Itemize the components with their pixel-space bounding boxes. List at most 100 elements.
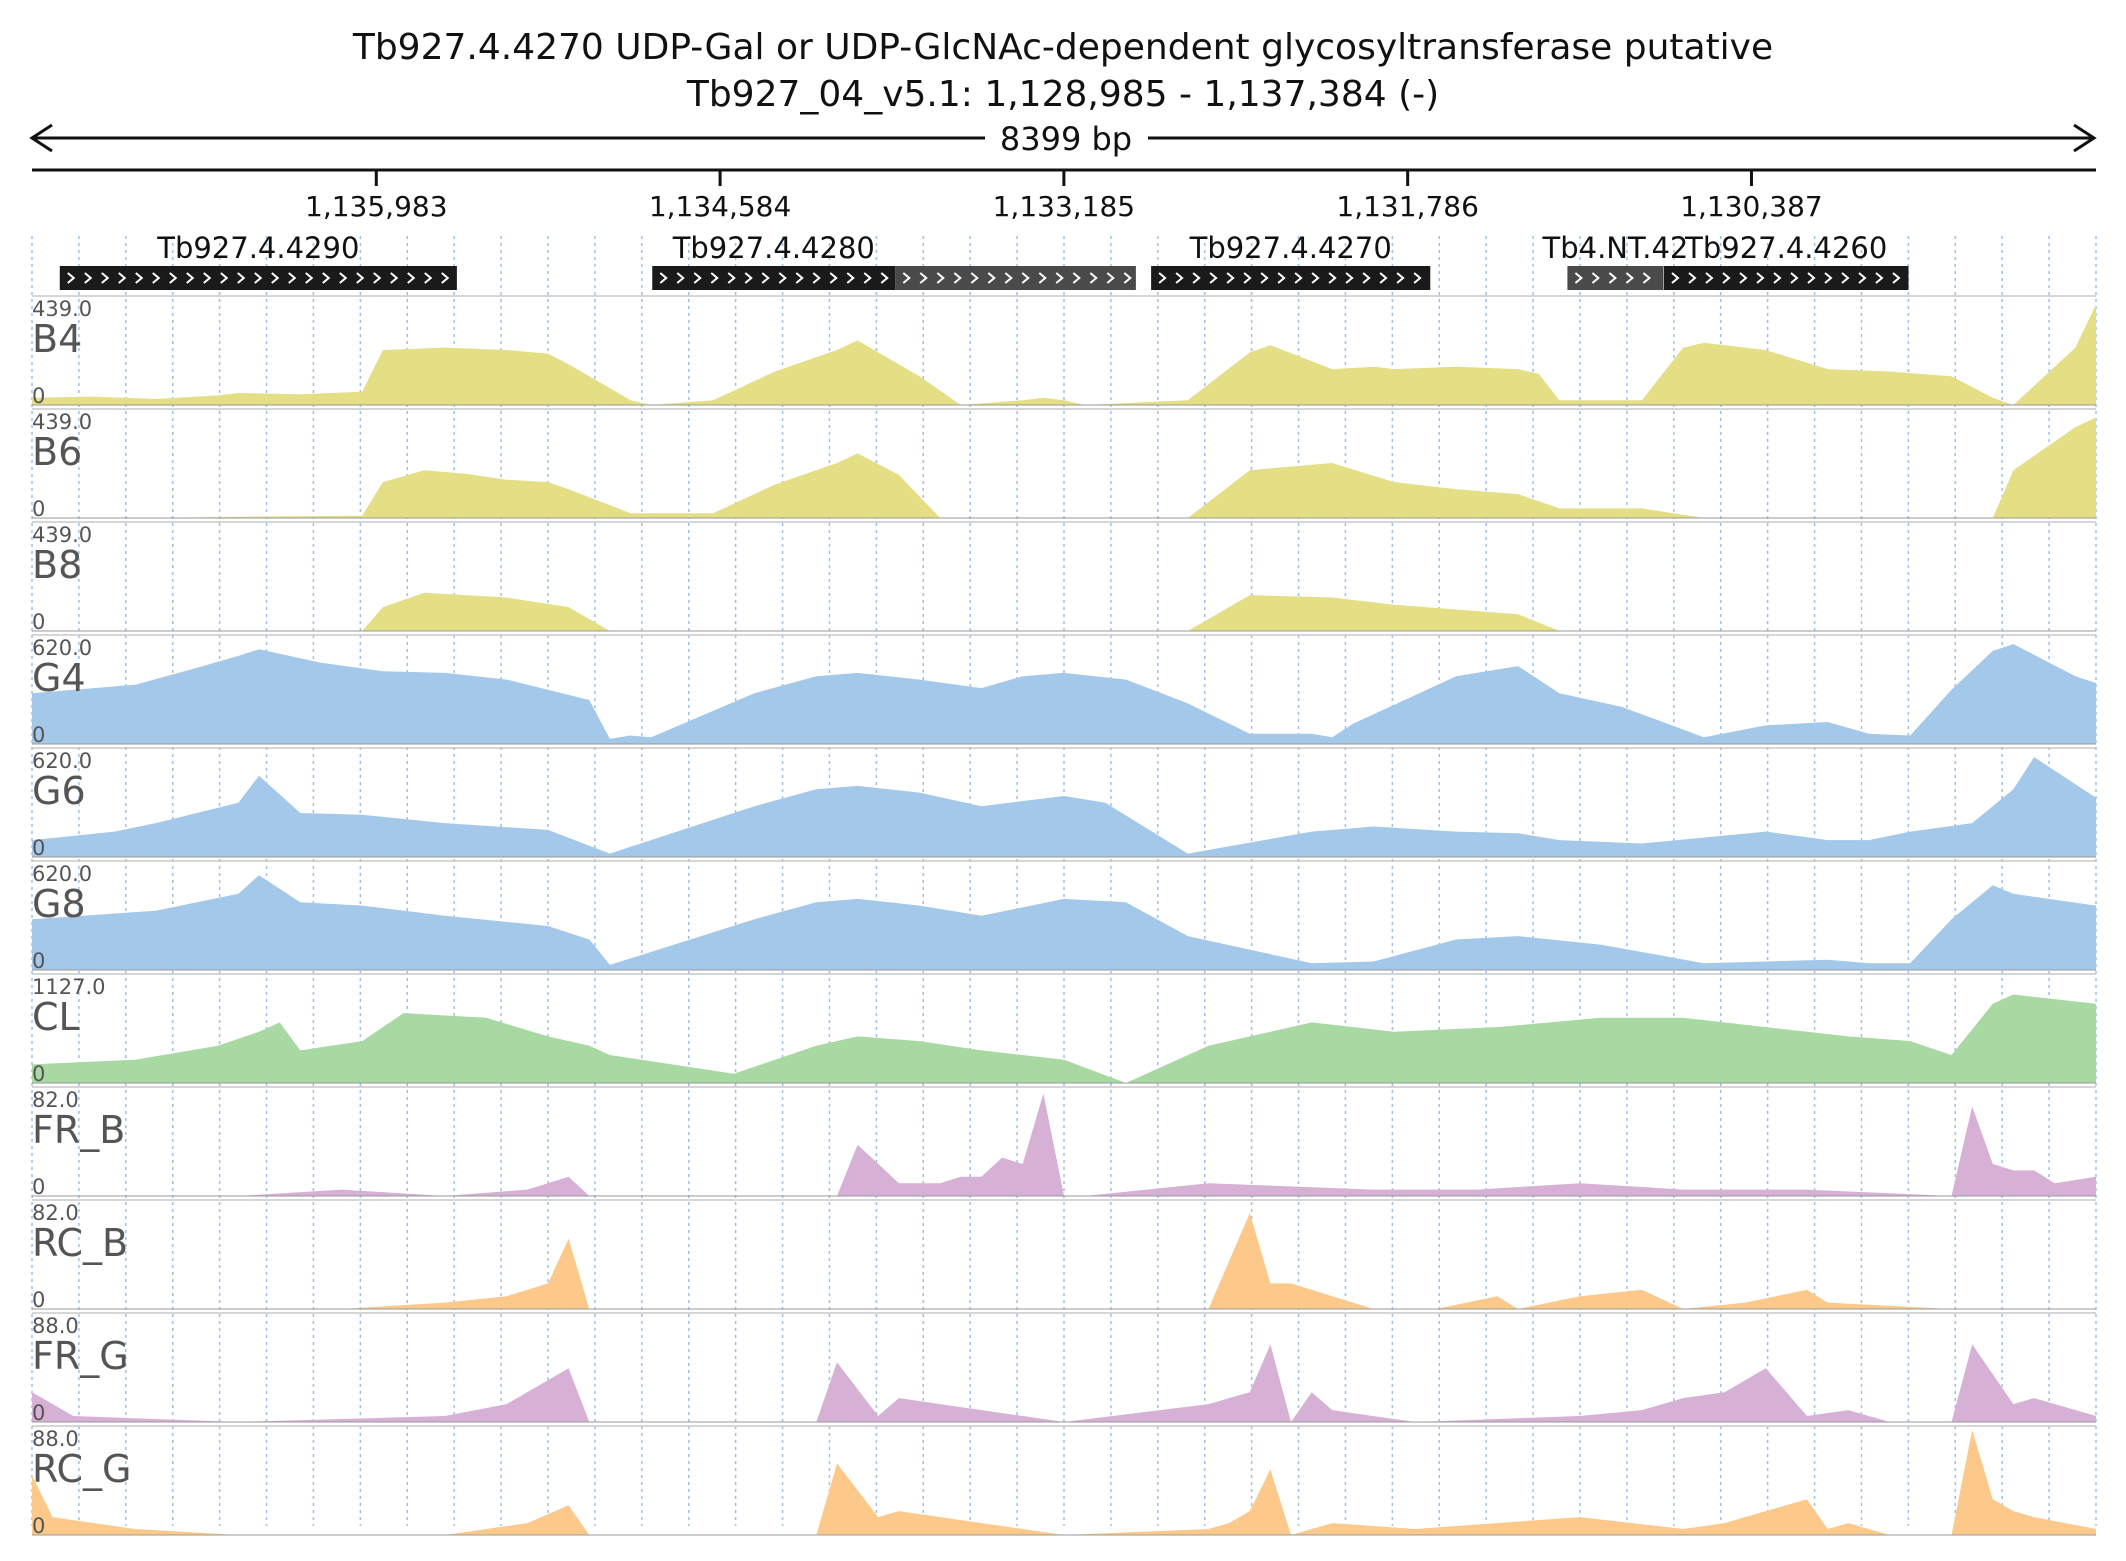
strand-chevron-icon — [424, 272, 433, 284]
strand-chevron-icon — [1226, 272, 1235, 284]
strand-chevron-icon — [101, 272, 110, 284]
gene-label: Tb4.NT.42 — [1542, 231, 1689, 265]
gene-Tb4-NT-42[interactable]: Tb4.NT.42 — [1542, 231, 1689, 290]
axis-tick-label: 1,133,185 — [993, 190, 1136, 223]
track-name-label: G4 — [32, 656, 86, 700]
track-name-label: G8 — [32, 882, 86, 926]
strand-chevron-icon — [237, 272, 246, 284]
track-name-label: RC_B — [32, 1221, 128, 1265]
strand-chevron-icon — [1004, 272, 1013, 284]
track-ymin-label: 0 — [32, 1288, 45, 1312]
track-b4: 439.0B4 0 — [32, 295, 2096, 408]
track-name-label: FR_B — [32, 1108, 125, 1152]
strand-chevron-icon — [1243, 272, 1252, 284]
track-ymax-label: 88.0 — [32, 1314, 79, 1338]
track-ymin-label: 0 — [32, 723, 45, 747]
strand-chevron-icon — [1328, 272, 1337, 284]
gene-bar[interactable] — [895, 266, 1136, 290]
gene-Tb927-4-4280[interactable] — [895, 266, 1136, 290]
strand-chevron-icon — [812, 272, 821, 284]
gene-label: Tb927.4.4260 — [1684, 231, 1887, 265]
track-b6: 439.0B6 0 — [32, 408, 2096, 521]
strand-chevron-icon — [659, 272, 668, 284]
strand-chevron-icon — [339, 272, 348, 284]
strand-chevron-icon — [1158, 272, 1167, 284]
arrow-right-icon — [2073, 123, 2097, 153]
strand-chevron-icon — [322, 272, 331, 284]
strand-chevron-icon — [1175, 272, 1184, 284]
strand-chevron-icon — [67, 272, 76, 284]
strand-chevron-icon — [1072, 272, 1081, 284]
strand-chevron-icon — [863, 272, 872, 284]
gene-bar[interactable] — [652, 266, 896, 290]
strand-chevron-icon — [1824, 272, 1833, 284]
coverage-area — [32, 417, 2096, 518]
strand-chevron-icon — [1739, 272, 1748, 284]
track-ymax-label: 82.0 — [32, 1201, 79, 1225]
track-g4: 620.0G4 0 — [32, 634, 2096, 747]
strand-chevron-icon — [829, 272, 838, 284]
track-ymin-label: 0 — [32, 384, 45, 408]
axis-tick-label: 1,130,387 — [1680, 190, 1823, 223]
track-ymax-label: 1127.0 — [32, 975, 105, 999]
gene-label: Tb927.4.4280 — [672, 231, 875, 265]
strand-chevron-icon — [1688, 272, 1697, 284]
track-ymin-label: 0 — [32, 497, 45, 521]
gene-Tb927-4-4280[interactable]: Tb927.4.4280 — [652, 231, 896, 290]
gene-Tb927-4-4290[interactable]: Tb927.4.4290 — [59, 231, 457, 290]
strand-chevron-icon — [288, 272, 297, 284]
coverage-area — [32, 994, 2096, 1083]
strand-chevron-icon — [676, 272, 685, 284]
strand-chevron-icon — [1608, 272, 1617, 284]
strand-chevron-icon — [1379, 272, 1388, 284]
arrow-left-icon — [29, 123, 53, 153]
track-cl: 1127.0CL 0 — [32, 973, 2096, 1086]
strand-chevron-icon — [1722, 272, 1731, 284]
strand-chevron-icon — [271, 272, 280, 284]
strand-chevron-icon — [1413, 272, 1422, 284]
track-ymax-label: 620.0 — [32, 749, 92, 773]
strand-chevron-icon — [169, 272, 178, 284]
strand-chevron-icon — [1260, 272, 1269, 284]
track-name-label: CL — [32, 995, 80, 1039]
strand-chevron-icon — [761, 272, 770, 284]
track-ymin-label: 0 — [32, 1514, 45, 1538]
strand-chevron-icon — [953, 272, 962, 284]
gene-bar[interactable] — [1151, 266, 1431, 290]
strand-chevron-icon — [1642, 272, 1651, 284]
axis-tick-label: 1,131,786 — [1336, 190, 1479, 223]
track-fr-g: 88.0FR_G 0 — [32, 1312, 2096, 1425]
gene-Tb927-4-4260[interactable]: Tb927.4.4260 — [1663, 231, 1909, 290]
strand-chevron-icon — [1277, 272, 1286, 284]
strand-chevron-icon — [1396, 272, 1405, 284]
gene-Tb927-4-4270[interactable]: Tb927.4.4270 — [1151, 231, 1431, 290]
track-ymin-label: 0 — [32, 1062, 45, 1086]
strand-chevron-icon — [1625, 272, 1634, 284]
strand-chevron-icon — [373, 272, 382, 284]
strand-chevron-icon — [919, 272, 928, 284]
strand-chevron-icon — [254, 272, 263, 284]
track-ymax-label: 620.0 — [32, 862, 92, 886]
strand-chevron-icon — [936, 272, 945, 284]
coverage-area — [32, 757, 2096, 857]
gene-track: Tb927.4.4290 Tb927.4.4280 Tb927.4.4270 Tb4.… — [59, 231, 1909, 290]
strand-chevron-icon — [795, 272, 804, 284]
gene-bar[interactable] — [1663, 266, 1909, 290]
strand-chevron-icon — [203, 272, 212, 284]
strand-chevron-icon — [1773, 272, 1782, 284]
track-name-label: B8 — [32, 543, 82, 587]
coverage-area — [32, 875, 2096, 970]
track-ymax-label: 620.0 — [32, 636, 92, 660]
strand-chevron-icon — [356, 272, 365, 284]
strand-chevron-icon — [84, 272, 93, 284]
strand-chevron-icon — [1362, 272, 1371, 284]
span-indicator: 8399 bp — [29, 120, 2097, 158]
track-ymax-label: 88.0 — [32, 1427, 79, 1451]
track-ymin-label: 0 — [32, 1175, 45, 1199]
gene-label: Tb927.4.4290 — [156, 231, 359, 265]
strand-chevron-icon — [1038, 272, 1047, 284]
coverage-area — [32, 644, 2096, 744]
strand-chevron-icon — [1311, 272, 1320, 284]
strand-chevron-icon — [1858, 272, 1867, 284]
track-ymin-label: 0 — [32, 949, 45, 973]
